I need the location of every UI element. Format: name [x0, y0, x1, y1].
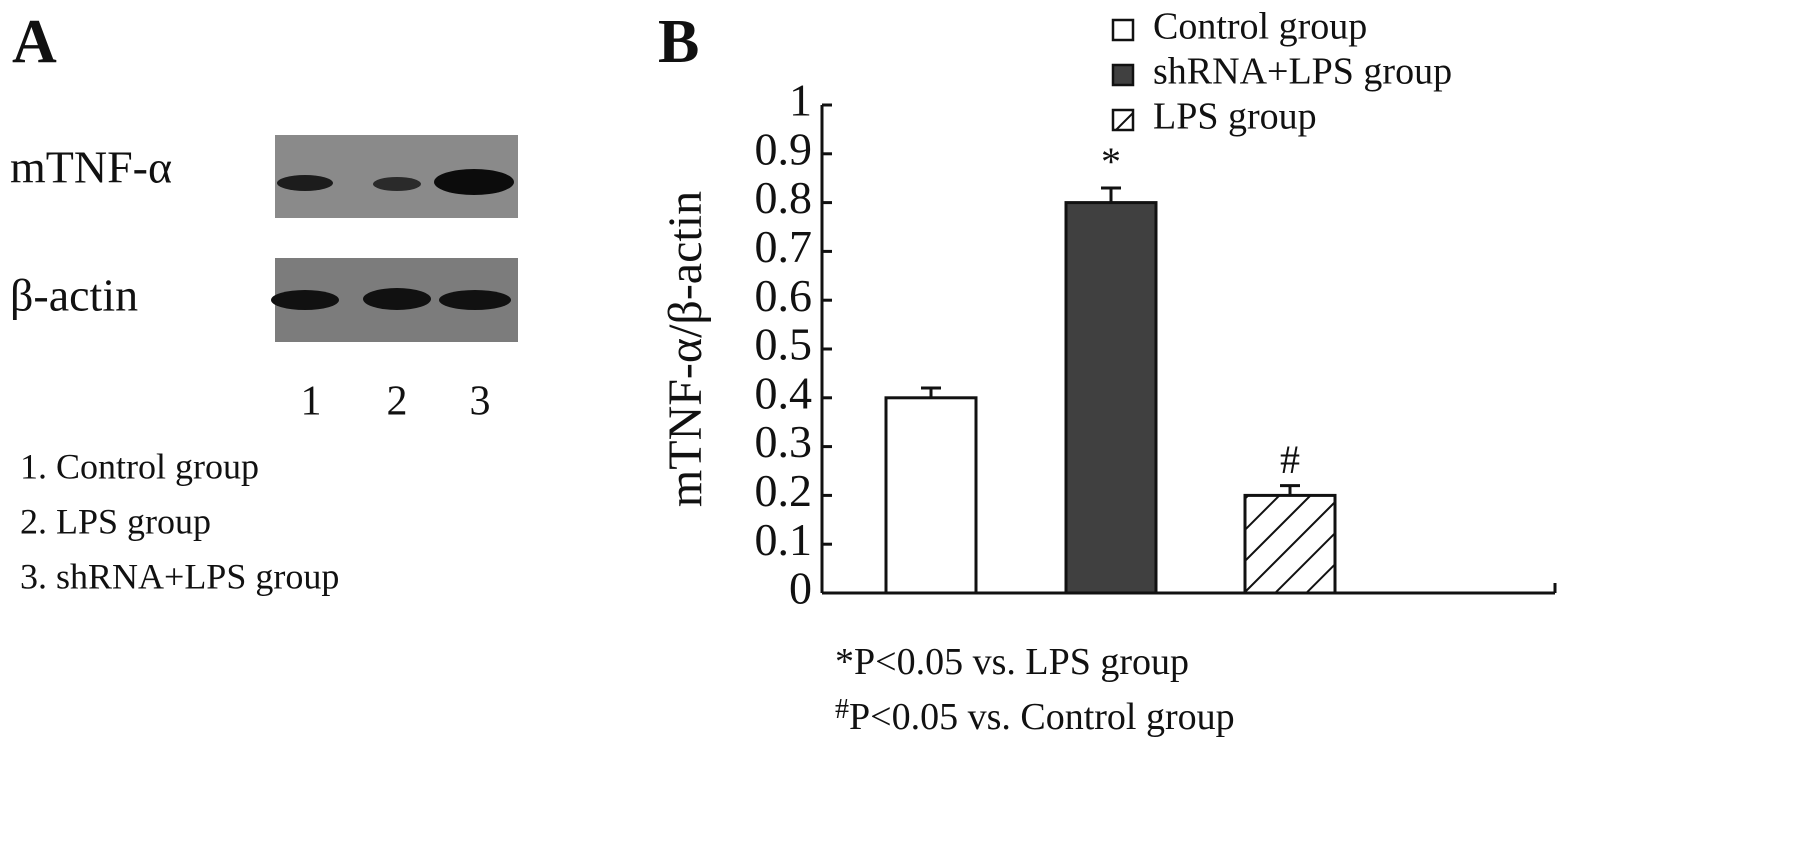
bar [1243, 493, 1337, 595]
legend-swatch [1111, 63, 1135, 87]
y-tick-label: 0.9 [755, 123, 813, 174]
row-label: β-actin [10, 270, 138, 321]
footnote: #P<0.05 vs. Control group [835, 694, 1235, 737]
significance-mark: # [1280, 437, 1300, 482]
band [271, 290, 339, 310]
lane-legend: 2. LPS group [20, 501, 211, 541]
lane-label: 1 [301, 379, 322, 425]
panel-label: B [658, 8, 699, 76]
legend-swatch [1111, 108, 1135, 132]
y-axis-label: mTNF-α/β-actin [659, 191, 712, 507]
legend-label: shRNA+LPS group [1153, 51, 1452, 93]
band [277, 175, 333, 191]
footnote-symbol: * [835, 641, 854, 683]
y-tick-label: 0.6 [755, 270, 813, 321]
panel-a: A [12, 8, 518, 342]
footnote-text: P<0.05 vs. Control group [849, 696, 1235, 738]
y-tick-label: 0 [789, 563, 812, 614]
y-tick-label: 0.8 [755, 172, 813, 223]
panel-label: A [12, 8, 57, 76]
y-tick-label: 0.4 [755, 367, 813, 418]
legend-label: Control group [1153, 6, 1367, 48]
band [439, 290, 511, 310]
significance-mark: * [1101, 139, 1121, 184]
y-tick-label: 1 [789, 75, 812, 126]
footnote-symbol: # [835, 694, 849, 725]
legend-label: LPS group [1153, 96, 1317, 138]
band [363, 288, 431, 310]
y-tick-label: 0.3 [755, 416, 813, 467]
band [373, 177, 421, 191]
y-tick-label: 0.7 [755, 221, 813, 272]
lane-legend: 1. Control group [20, 446, 259, 486]
legend-swatch [1111, 18, 1135, 42]
lane-label: 2 [387, 379, 408, 425]
lane-legend: 3. shRNA+LPS group [20, 556, 339, 596]
band [434, 169, 514, 195]
footnote: *P<0.05 vs. LPS group [835, 641, 1189, 683]
lane-label: 3 [470, 379, 491, 425]
bar [884, 396, 978, 595]
bar [1064, 201, 1158, 595]
y-tick-label: 0.5 [755, 319, 813, 370]
footnote-text: P<0.05 vs. LPS group [854, 641, 1189, 683]
row-label: mTNF-α [10, 142, 172, 193]
y-tick-label: 0.2 [755, 465, 813, 516]
y-tick-label: 0.1 [755, 514, 813, 565]
